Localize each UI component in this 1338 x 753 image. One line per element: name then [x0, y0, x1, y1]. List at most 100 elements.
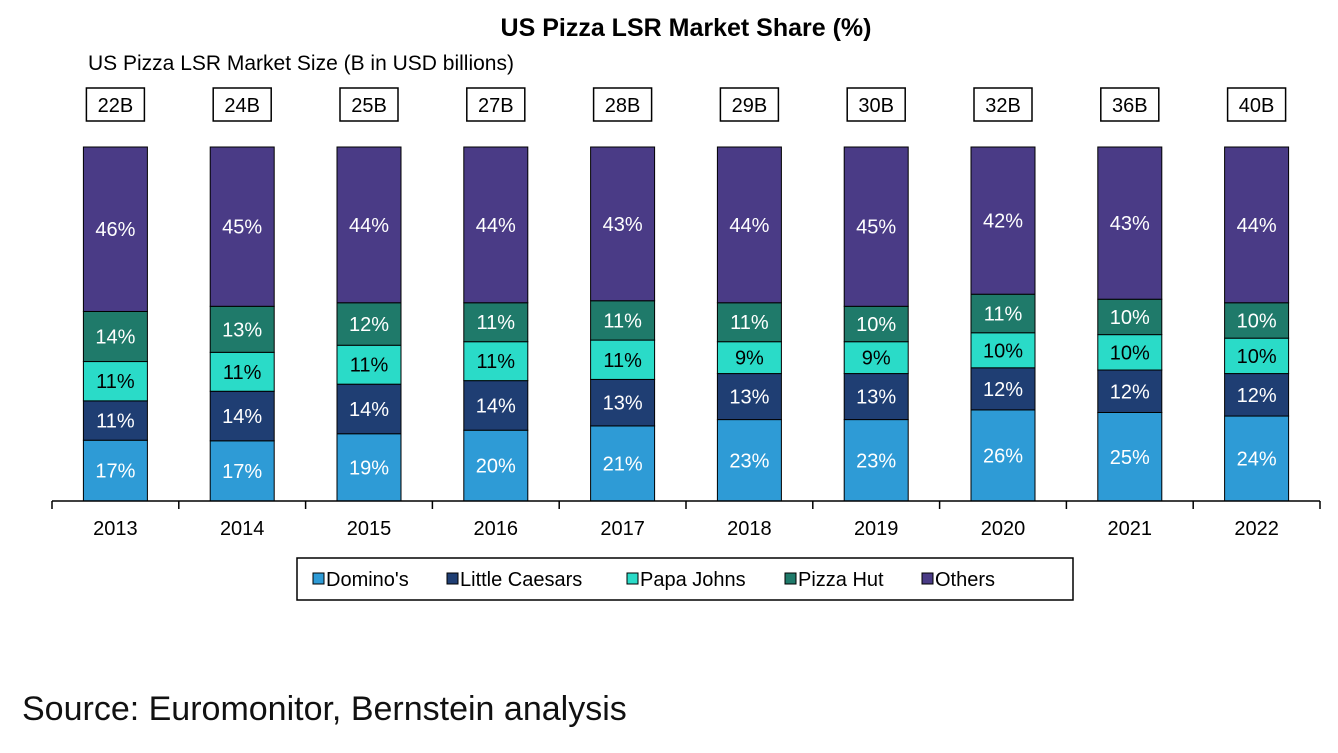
- data-label: 13%: [729, 387, 769, 409]
- bar-segment: [590, 300, 656, 341]
- x-tick-label: 2019: [854, 518, 899, 540]
- market-size-label: 22B: [98, 95, 134, 117]
- data-label: 20%: [476, 456, 516, 478]
- market-size-box: [719, 87, 780, 122]
- legend-label: Others: [935, 569, 995, 591]
- market-size-label: 30B: [858, 95, 894, 117]
- market-size-box: [212, 87, 272, 122]
- data-label: 11%: [477, 312, 516, 334]
- bar-segment: [970, 146, 1036, 295]
- source-note: Source: Euromonitor, Bernstein analysis: [22, 690, 627, 728]
- data-label: 11%: [603, 350, 642, 372]
- legend-swatch: [921, 572, 934, 585]
- bar-segment: [1224, 302, 1290, 339]
- bar-segment: [336, 302, 402, 346]
- legend-label: Domino's: [326, 569, 409, 591]
- bar-segment: [209, 305, 275, 353]
- x-axis: 2013 2014 2015 2016 2017 2018 2019 2020 2021 2022: [51, 500, 1321, 540]
- bar-segment: [82, 400, 148, 441]
- market-size-box: [339, 87, 399, 122]
- market-size-box: [1100, 87, 1160, 122]
- bars: 17% 11% 11% 14% 46% 17% 14% 11% 13% 45% 19% 14% 11% 1…: [82, 146, 1290, 502]
- data-label: 44%: [729, 215, 769, 237]
- data-label: 25%: [1110, 447, 1150, 469]
- bar-segment: [209, 440, 275, 502]
- legend-swatch: [626, 572, 639, 585]
- chart-title: US Pizza LSR Market Share (%): [501, 14, 872, 42]
- data-label: 11%: [730, 312, 769, 334]
- data-label: 17%: [222, 461, 262, 483]
- data-label: 10%: [983, 340, 1023, 362]
- x-tick-label: 2013: [93, 518, 138, 540]
- x-tick-label: 2017: [600, 518, 645, 540]
- data-label: 21%: [603, 453, 643, 475]
- data-label: 12%: [349, 314, 389, 336]
- data-label: 45%: [856, 217, 896, 239]
- market-size-label: 24B: [224, 95, 260, 117]
- data-label: 11%: [96, 411, 135, 433]
- legend-label: Little Caesars: [460, 569, 582, 591]
- x-tick-label: 2016: [474, 518, 519, 540]
- bar-segment: [716, 341, 782, 375]
- bar-segment: [590, 146, 656, 302]
- bar-segment: [82, 439, 148, 502]
- bar-segment: [716, 146, 782, 304]
- data-label: 19%: [349, 457, 389, 479]
- bar-segment: [463, 429, 529, 502]
- data-label: 14%: [349, 399, 389, 421]
- bar-segment: [463, 341, 529, 382]
- bar-segment: [336, 146, 402, 304]
- bar-segment: [463, 380, 529, 431]
- data-label: 11%: [477, 351, 516, 373]
- x-tick-label: 2020: [981, 518, 1026, 540]
- market-size-label: 29B: [732, 95, 768, 117]
- data-label: 12%: [1237, 385, 1277, 407]
- data-label: 10%: [856, 314, 896, 336]
- bar-segment: [970, 367, 1036, 411]
- data-label: 11%: [223, 362, 262, 384]
- legend-label: Pizza Hut: [798, 569, 884, 591]
- x-tick-label: 2018: [727, 518, 772, 540]
- bar-segment: [463, 302, 529, 343]
- data-label: 11%: [96, 371, 135, 393]
- data-label: 11%: [350, 355, 389, 377]
- x-tick-label: 2022: [1234, 518, 1279, 540]
- x-tick-label: 2015: [347, 518, 392, 540]
- data-label: 13%: [856, 387, 896, 409]
- market-size-box: [85, 87, 146, 122]
- bar-segment: [209, 351, 275, 392]
- market-size-label: 28B: [605, 95, 641, 117]
- bar-segment: [82, 146, 148, 312]
- data-label: 10%: [1110, 342, 1150, 364]
- bar-segment: [970, 409, 1036, 502]
- bar-segment: [209, 390, 275, 442]
- data-label: 42%: [983, 211, 1023, 233]
- bar-segment: [843, 373, 909, 421]
- bar-segment: [970, 332, 1036, 369]
- market-size-label: 27B: [478, 95, 514, 117]
- data-label: 44%: [476, 215, 516, 237]
- bar-segment: [1224, 337, 1290, 375]
- data-label: 10%: [1237, 346, 1277, 368]
- legend-swatch: [312, 572, 325, 585]
- market-size-label: 25B: [351, 95, 387, 117]
- market-size-box: [592, 87, 653, 122]
- bar-segment: [1097, 369, 1163, 413]
- bar-segment: [1097, 298, 1163, 336]
- bar-segment: [82, 361, 148, 402]
- market-size-box: [973, 87, 1033, 122]
- market-size-box: [846, 87, 906, 122]
- market-size-label: 32B: [985, 95, 1021, 117]
- market-size-box: [466, 87, 526, 122]
- x-tick-label: 2014: [220, 518, 265, 540]
- bar-segment: [843, 146, 909, 307]
- bar-segment: [1097, 334, 1163, 371]
- data-label: 26%: [983, 445, 1023, 467]
- legend-swatch: [446, 572, 459, 585]
- data-label: 43%: [1110, 213, 1150, 235]
- data-label: 11%: [984, 303, 1023, 325]
- data-label: 10%: [1237, 310, 1277, 332]
- data-label: 45%: [222, 217, 262, 239]
- data-label: 23%: [856, 450, 896, 472]
